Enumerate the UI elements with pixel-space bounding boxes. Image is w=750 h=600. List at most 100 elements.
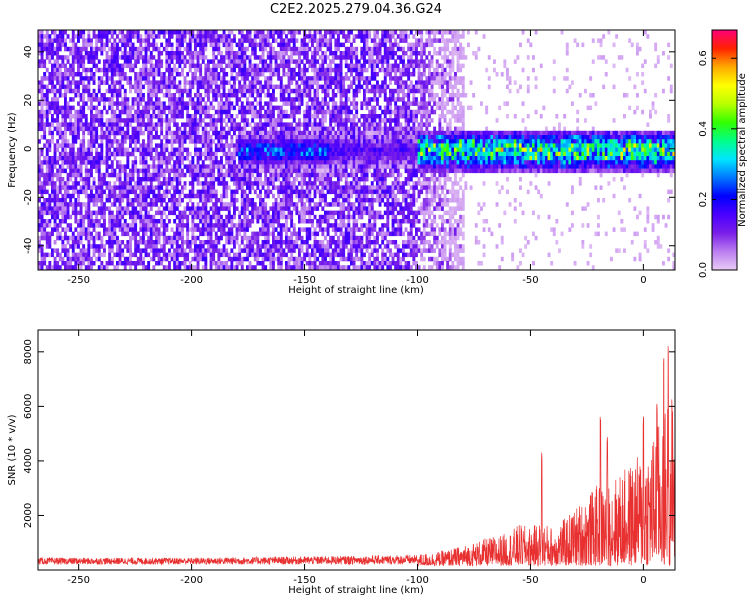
spectrogram-cell: [144, 252, 148, 258]
spectrogram-cell: [116, 252, 119, 258]
spectrogram-cell: [66, 223, 70, 228]
spectrogram-cell: [201, 135, 205, 140]
spectrogram-cell: [311, 244, 314, 249]
spectrogram-cell: [77, 34, 80, 39]
spectrogram-cell: [313, 38, 317, 43]
spectrogram-cell: [290, 181, 294, 186]
spectrogram-cell: [243, 72, 247, 77]
spectrogram-cell: [43, 34, 47, 39]
spectrogram-cell: [295, 244, 299, 249]
spectrogram-cell: [87, 219, 91, 224]
spectrogram-cell: [259, 122, 262, 127]
spectrogram-cell: [40, 172, 44, 178]
spectrogram-cell: [201, 193, 205, 199]
spectrogram-cell: [305, 252, 309, 258]
spectrogram-cell: [227, 151, 231, 157]
spectrogram-cell: [118, 76, 122, 81]
spectrogram-cell: [66, 151, 70, 157]
spectrogram-cell: [126, 109, 130, 115]
spectrogram-cell: [123, 223, 127, 228]
spectrogram-cell: [129, 143, 132, 148]
spectrogram-cell: [58, 185, 62, 190]
spectrogram-cell: [61, 193, 65, 199]
spectrogram-cell: [69, 160, 73, 165]
spectrogram-cell: [194, 147, 197, 153]
spectrogram-cell: [274, 97, 278, 102]
spectrogram-cell: [183, 147, 187, 153]
spectrogram-cell: [186, 80, 190, 85]
spectrogram-cell: [225, 135, 229, 140]
spectrogram-cell: [261, 67, 265, 73]
spectrogram-cell: [71, 42, 75, 48]
spectrogram-cell: [298, 72, 301, 77]
spectrogram-cell: [162, 172, 166, 178]
spectrogram-cell: [326, 219, 330, 224]
spectrogram-cell: [240, 101, 244, 106]
spectrogram-cell: [326, 93, 330, 98]
spectrogram-cell: [183, 223, 187, 228]
spectrogram-cell: [48, 38, 52, 43]
spectrogram-cell: [295, 122, 299, 127]
spectrogram-cell: [84, 156, 88, 161]
spectrogram-cell: [121, 34, 125, 39]
spectrogram-cell: [183, 46, 187, 52]
spectrogram-cell: [168, 156, 171, 161]
spectrogram-cell: [58, 172, 62, 178]
spectrogram-cell: [313, 147, 317, 153]
spectrogram-cell: [204, 147, 208, 153]
spectrogram-cell: [58, 164, 62, 169]
spectrogram-cell: [84, 42, 88, 48]
spectrogram-cell: [77, 55, 80, 60]
spectrogram-cell: [225, 231, 229, 237]
spectrogram-cell: [194, 67, 197, 73]
spectrogram-cell: [324, 51, 327, 56]
spectrogram-cell: [61, 185, 65, 190]
spectrogram-cell: [329, 30, 333, 35]
spectrogram-cell: [116, 101, 119, 106]
spectrogram-cell: [295, 202, 299, 207]
spectrogram-cell: [207, 164, 210, 169]
spectrogram-cell: [181, 143, 184, 148]
spectrogram-cell: [90, 67, 93, 73]
spectrogram-cell: [165, 214, 169, 220]
spectrogram-cell: [295, 151, 299, 157]
spectrogram-cell: [295, 84, 299, 90]
spectrogram-cell: [100, 76, 104, 81]
spectrogram-cell: [256, 156, 260, 161]
spectrogram-cell: [220, 202, 223, 207]
spectrogram-cell: [92, 126, 96, 132]
spectrogram-cell: [175, 256, 179, 262]
spectrogram-cell: [64, 206, 67, 211]
spectrogram-cell: [214, 160, 218, 165]
spectrogram-cell: [324, 76, 327, 81]
spectrogram-cell: [95, 67, 99, 73]
spectrogram-cell: [79, 227, 83, 232]
spectrogram-cell: [108, 30, 112, 35]
spectrogram-cell: [240, 198, 244, 203]
spectrogram-cell: [196, 189, 200, 195]
spectrogram-cell: [300, 219, 304, 224]
spectrogram-cell: [58, 84, 62, 90]
spectrogram-cell: [204, 34, 208, 39]
spectrogram-cell: [321, 189, 325, 195]
spectrogram-cell: [316, 189, 320, 195]
spectrogram-cell: [282, 160, 286, 165]
spectrogram-cell: [261, 185, 265, 190]
spectrogram-cell: [183, 55, 187, 60]
spectrogram-cell: [157, 164, 161, 169]
spectrogram-cell: [209, 265, 213, 270]
spectrogram-cell: [87, 122, 91, 127]
spectrogram-cell: [129, 168, 132, 174]
spectrogram-cell: [92, 261, 96, 266]
spectrogram-cell: [178, 30, 182, 35]
spectrogram-cell: [329, 130, 333, 136]
spectrogram-cell: [261, 72, 265, 77]
spectrogram-cell: [123, 172, 127, 178]
spectrogram-cell: [82, 189, 86, 195]
spectrogram-cell: [214, 67, 218, 73]
spectrogram-cell: [121, 135, 125, 140]
spectrogram-cell: [110, 97, 114, 102]
spectrogram-cell: [253, 181, 257, 186]
spectrogram-cell: [139, 84, 143, 90]
spectrogram-cell: [238, 172, 242, 178]
